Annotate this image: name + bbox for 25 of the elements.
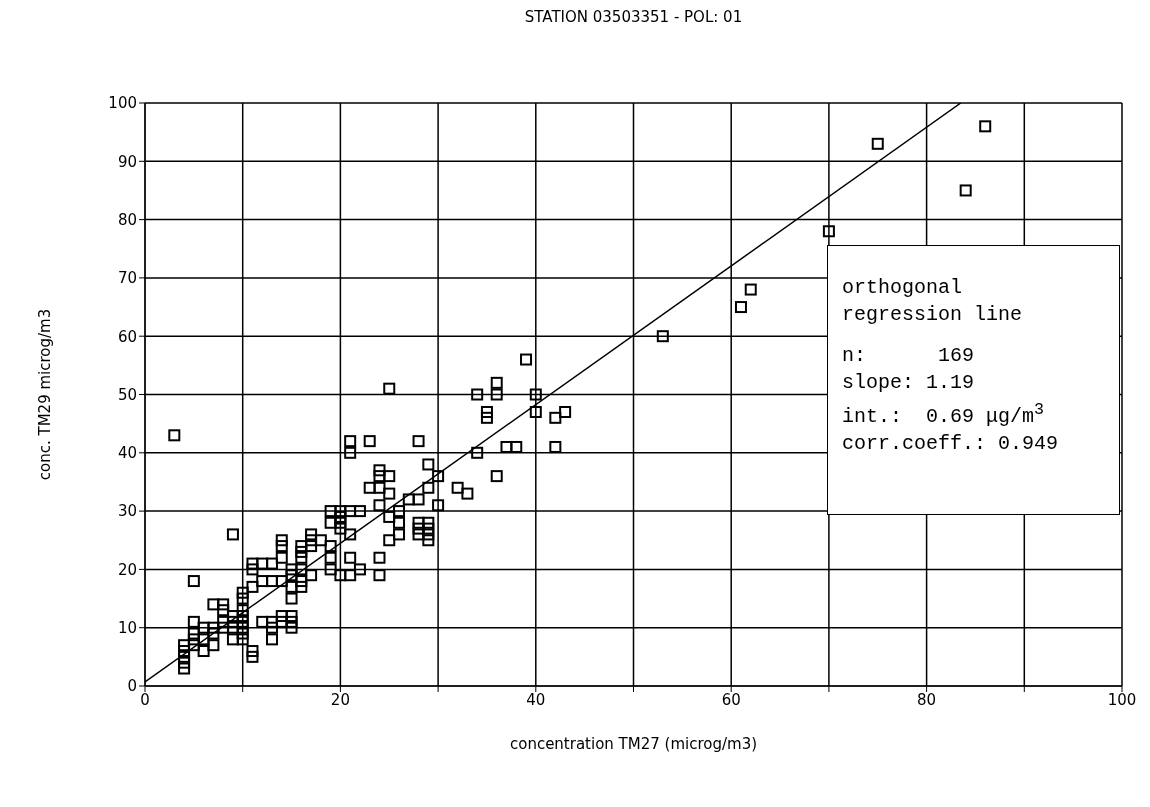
- y-tick-label: 20: [117, 560, 137, 579]
- y-tick-label: 60: [117, 327, 137, 346]
- x-tick-label: 80: [917, 690, 937, 709]
- x-tick-label: 100: [1107, 690, 1137, 709]
- annotation: corr.coeff.: 0.949: [842, 431, 1059, 455]
- chart-title: STATION 03503351 - POL: 01: [524, 8, 743, 26]
- y-axis-title: conc. TM29 microg/m3: [36, 308, 55, 481]
- y-tick-label: 80: [117, 210, 137, 229]
- annotation: int.: 0.69 μg/m$^{3}$: [842, 400, 1045, 428]
- y-tick-label: 40: [117, 444, 137, 463]
- y-tick-label: 10: [117, 619, 137, 638]
- x-tick-label: 20: [330, 690, 350, 709]
- annotation: slope: 1.19: [842, 371, 975, 394]
- x-tick-label: 40: [526, 690, 546, 709]
- y-tick-label: 70: [117, 269, 137, 288]
- y-tick-label: 0: [127, 677, 137, 696]
- x-tick-label: 60: [721, 690, 741, 709]
- annotation: n: 169: [842, 344, 975, 367]
- y-tick-label: 50: [117, 385, 137, 404]
- x-tick-label: 0: [140, 690, 150, 709]
- y-tick-label: 100: [108, 94, 137, 113]
- x-axis-title: concentration TM27 (microg/m3): [509, 735, 758, 753]
- annotation: orthogonal regression line: [842, 276, 1023, 326]
- y-tick-label: 30: [117, 502, 137, 521]
- y-tick-label: 90: [117, 152, 137, 171]
